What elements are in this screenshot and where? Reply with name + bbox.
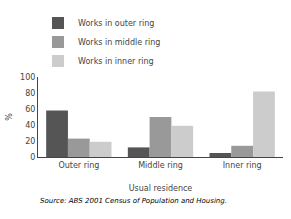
svg-text:Inner ring: Inner ring [223, 161, 262, 170]
svg-text:Middle ring: Middle ring [138, 161, 183, 170]
svg-text:100: 100 [20, 73, 35, 82]
svg-text:Works in middle ring: Works in middle ring [78, 38, 160, 47]
svg-text:Outer ring: Outer ring [58, 161, 99, 170]
svg-text:0: 0 [30, 153, 35, 162]
svg-text:20: 20 [25, 137, 35, 146]
svg-text:80: 80 [25, 89, 35, 98]
svg-text:%: % [5, 113, 14, 121]
svg-text:Works in inner ring: Works in inner ring [78, 57, 154, 66]
svg-text:60: 60 [25, 105, 35, 114]
svg-text:Works in outer ring: Works in outer ring [78, 19, 154, 28]
svg-text:Source: ABS 2001 Census of Pop: Source: ABS 2001 Census of Population an… [40, 197, 227, 205]
svg-text:Usual residence: Usual residence [129, 184, 193, 193]
svg-text:40: 40 [25, 121, 35, 130]
